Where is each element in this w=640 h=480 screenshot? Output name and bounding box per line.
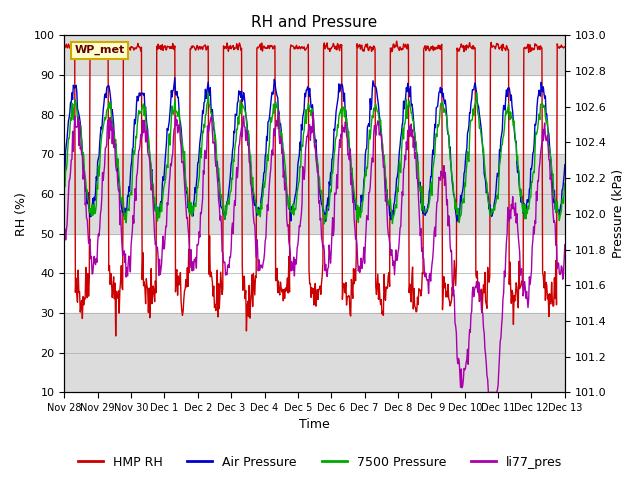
- Title: RH and Pressure: RH and Pressure: [252, 15, 378, 30]
- Legend: HMP RH, Air Pressure, 7500 Pressure, li77_pres: HMP RH, Air Pressure, 7500 Pressure, li7…: [72, 451, 568, 474]
- Text: WP_met: WP_met: [74, 45, 125, 56]
- Bar: [64, 313, 565, 393]
- Bar: [64, 36, 565, 75]
- Y-axis label: RH (%): RH (%): [15, 192, 28, 236]
- X-axis label: Time: Time: [299, 419, 330, 432]
- Bar: [64, 155, 565, 234]
- Y-axis label: Pressure (kPa): Pressure (kPa): [612, 169, 625, 258]
